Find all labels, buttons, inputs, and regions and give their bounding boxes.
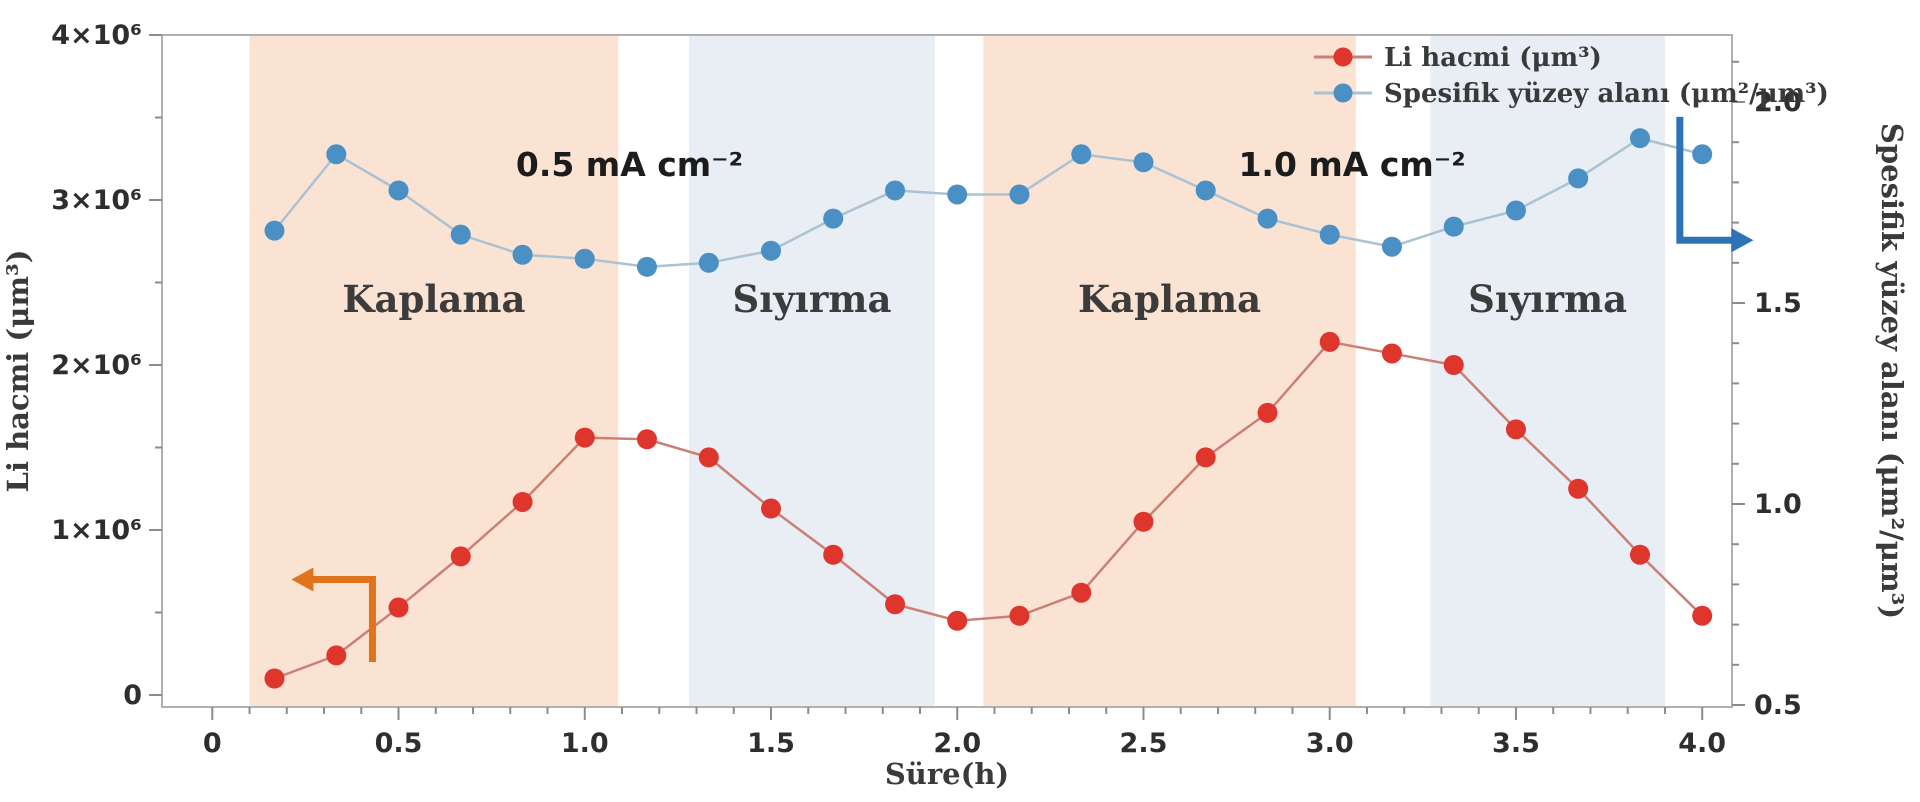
data-point [264, 220, 285, 241]
svg-text:1.0: 1.0 [1754, 489, 1802, 520]
data-point [326, 144, 347, 165]
data-point [1009, 184, 1030, 205]
data-point [450, 546, 471, 567]
x-axis-title: Süre(h) [885, 757, 1009, 791]
svg-text:0: 0 [203, 728, 222, 759]
data-point [1505, 419, 1526, 440]
band-label: Sıyırma [732, 277, 891, 321]
svg-text:2.0: 2.0 [1754, 87, 1802, 118]
arrowhead-left [291, 567, 314, 592]
data-point [388, 597, 409, 618]
right-axis-title: Spesifik yüzey alanı (μm²/μm³) [1875, 123, 1909, 619]
data-point [1381, 343, 1402, 364]
svg-text:0.5: 0.5 [1754, 690, 1802, 721]
band-kaplama [983, 35, 1356, 707]
legend-label: Spesifik yüzey alanı (μm²/μm³) [1384, 79, 1829, 109]
data-point [1629, 544, 1650, 565]
data-point [1133, 152, 1154, 173]
current-density-annotation: 1.0 mA cm⁻² [1238, 145, 1465, 184]
data-point [1319, 224, 1340, 245]
axis-ticks [149, 34, 1745, 720]
svg-text:2×10⁶: 2×10⁶ [51, 350, 142, 381]
data-point [823, 208, 844, 229]
data-point [574, 248, 595, 269]
data-point [450, 224, 471, 245]
data-point [1195, 447, 1216, 468]
svg-text:3.5: 3.5 [1492, 728, 1540, 759]
svg-text:1.0: 1.0 [561, 728, 609, 759]
data-point [636, 429, 657, 450]
data-point [264, 668, 285, 689]
series-line [274, 340, 1704, 680]
data-point [761, 240, 782, 261]
right-axis-indicator-arrow [1676, 116, 1754, 253]
data-point [1071, 582, 1092, 603]
data-point [947, 184, 968, 205]
data-point [1381, 236, 1402, 257]
svg-text:3.0: 3.0 [1306, 728, 1354, 759]
legend: Li hacmi (μm³) Spesifik yüzey alanı (μm²/… [1314, 43, 1829, 109]
svg-text:1×10⁶: 1×10⁶ [51, 515, 142, 546]
data-point [947, 610, 968, 631]
svg-text:3×10⁶: 3×10⁶ [51, 185, 142, 216]
data-point [1257, 402, 1278, 423]
data-point [1692, 144, 1713, 165]
svg-text:4×10⁶: 4×10⁶ [51, 20, 142, 51]
data-point [1568, 168, 1589, 189]
current-density-annotation: 0.5 mA cm⁻² [516, 145, 743, 184]
legend-marker-dot [1333, 47, 1353, 67]
data-point [636, 256, 657, 277]
band-label: Kaplama [1078, 277, 1261, 321]
data-point [1629, 128, 1650, 149]
data-point [698, 252, 719, 273]
plot-frame [161, 34, 1733, 708]
svg-text:1.5: 1.5 [747, 728, 795, 759]
band-label: Sıyırma [1468, 277, 1627, 321]
data-point [1568, 478, 1589, 499]
data-point [1443, 355, 1464, 375]
series-specific-surface-area [264, 128, 1713, 277]
data-point [326, 645, 347, 666]
data-point [698, 447, 719, 468]
series-li-volume [264, 331, 1713, 689]
band-label: Kaplama [342, 277, 525, 321]
svg-text:2.0: 2.0 [933, 728, 981, 759]
band-kaplama [249, 35, 619, 707]
data-point [512, 491, 533, 512]
series-line [273, 136, 1703, 269]
data-point [1505, 200, 1526, 221]
data-point [1009, 605, 1030, 626]
svg-text:1.5: 1.5 [1754, 288, 1802, 319]
legend-label: Li hacmi (μm³) [1384, 43, 1602, 73]
data-point [512, 244, 533, 265]
svg-text:0.5: 0.5 [375, 728, 423, 759]
data-point [1133, 511, 1154, 532]
data-point [885, 180, 906, 201]
data-point [388, 180, 409, 201]
svg-text:4.0: 4.0 [1678, 728, 1726, 759]
tick-labels: 0 0.5 1.0 1.5 2.0 2.5 3.0 3.5 4.0 0 1×10⁶ 2×10⁶ 3×10… [51, 20, 1802, 759]
data-point [1692, 605, 1713, 626]
data-point [1443, 216, 1464, 237]
svg-text:0: 0 [123, 680, 142, 711]
left-axis-indicator-arrow [291, 567, 376, 662]
svg-text:2.5: 2.5 [1120, 728, 1168, 759]
band-sıyırma [1430, 35, 1665, 707]
left-axis-title: Li hacmi (μm³) [1, 250, 35, 493]
data-point [1071, 144, 1092, 165]
data-point [823, 544, 844, 565]
data-point [1257, 208, 1278, 229]
cycle-bands: Kaplama Sıyırma Kaplama Sıyırma [249, 35, 1665, 707]
data-point [761, 498, 782, 519]
data-point [1319, 331, 1340, 352]
data-point [1195, 180, 1216, 201]
data-point [885, 594, 906, 615]
arrowhead-right [1731, 228, 1754, 253]
data-point [574, 427, 595, 448]
legend-marker-dot [1333, 83, 1353, 103]
